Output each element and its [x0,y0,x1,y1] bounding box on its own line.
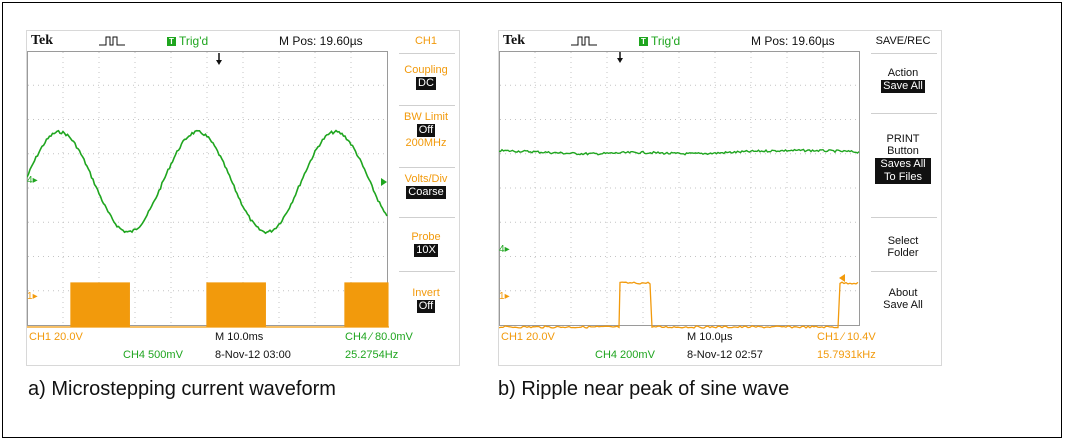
timebase: M 10.0ms [215,331,264,343]
trigger-status: T Trig'd [167,34,208,48]
trigger-status-text: Trig'd [651,34,681,48]
main-position: M Pos: 19.60µs [279,34,363,48]
main-position: M Pos: 19.60µs [751,34,835,48]
timebase: M 10.0µs [687,331,733,343]
caption-a: a) Microstepping current waveform [28,378,336,400]
trigger-status: T Trig'd [639,34,680,48]
print-button-menu-button[interactable]: PRINT Button Saves All To Files [865,133,941,184]
trigger-icon: T [167,37,176,46]
brand-logo: Tek [503,33,526,48]
ch1-marker: 1▸ [27,291,38,302]
ch4-pulse-trace [499,281,859,329]
acquisition-icon [571,36,597,46]
ch1-sine-trace [27,129,388,235]
ch4-marker: 4▸ [499,244,510,255]
coupling-menu-button[interactable]: Coupling DC [404,64,448,90]
date-time: 8-Nov-12 03:00 [215,349,291,361]
action-menu-button[interactable]: Action Save All [881,67,925,93]
waveform-display [27,51,389,328]
about-save-all-menu-button[interactable]: About Save All [883,287,923,311]
ch4-marker: 4▸ [27,175,38,186]
acquisition-icon [99,36,125,46]
ch1-scale: CH1 20.0V [29,331,83,343]
bw-limit-menu-button[interactable]: BW Limit Off 200MHz [404,111,448,149]
volts-div-menu-button[interactable]: Volts/Div Coarse [404,173,448,199]
trigger-icon: T [639,37,648,46]
ch4-scale: CH4 500mV [123,349,183,361]
trigger-readout: CH4 ∕ 80.0mV [345,331,413,343]
scope-screen-a: Tek T Trig'd M Pos: 19.60µs 4▸ 1▸ CH1 Cou… [26,30,460,366]
ch4-scale: CH4 200mV [595,349,655,361]
trigger-level-icon [381,178,387,186]
ch1-side-menu: CH1 Coupling DC BW Limit Off 200MHz Volt… [393,31,459,331]
trigger-level-icon [839,274,845,282]
ch1-scale: CH1 20.0V [501,331,555,343]
select-folder-menu-button[interactable]: Select Folder [887,235,919,259]
trigger-readout: CH1 ∕ 10.4V [817,331,876,343]
brand-logo: Tek [31,33,54,48]
frequency-readout: 25.2754Hz [345,349,399,361]
trigger-position-icon [216,60,222,65]
trigger-position-icon [617,58,623,63]
ch1-ripple-trace [499,148,860,156]
date-time: 8-Nov-12 02:57 [687,349,763,361]
caption-b: b) Ripple near peak of sine wave [498,378,790,400]
trigger-status-text: Trig'd [179,34,209,48]
menu-title: SAVE/REC [875,35,931,47]
ch4-pwm-trace [27,282,389,328]
scope-screen-b: Tek T Trig'd M Pos: 19.60µs 4▸ 1▸ SAVE/RE… [498,30,942,366]
menu-title: CH1 [414,35,437,47]
probe-menu-button[interactable]: Probe 10X [411,231,441,257]
waveform-display [499,51,860,329]
ch1-marker: 1▸ [499,291,510,302]
save-rec-side-menu: SAVE/REC Action Save All PRINT Button Sa… [865,31,941,331]
frequency-readout: 15.7931kHz [817,349,876,361]
invert-menu-button[interactable]: Invert Off [412,287,440,313]
